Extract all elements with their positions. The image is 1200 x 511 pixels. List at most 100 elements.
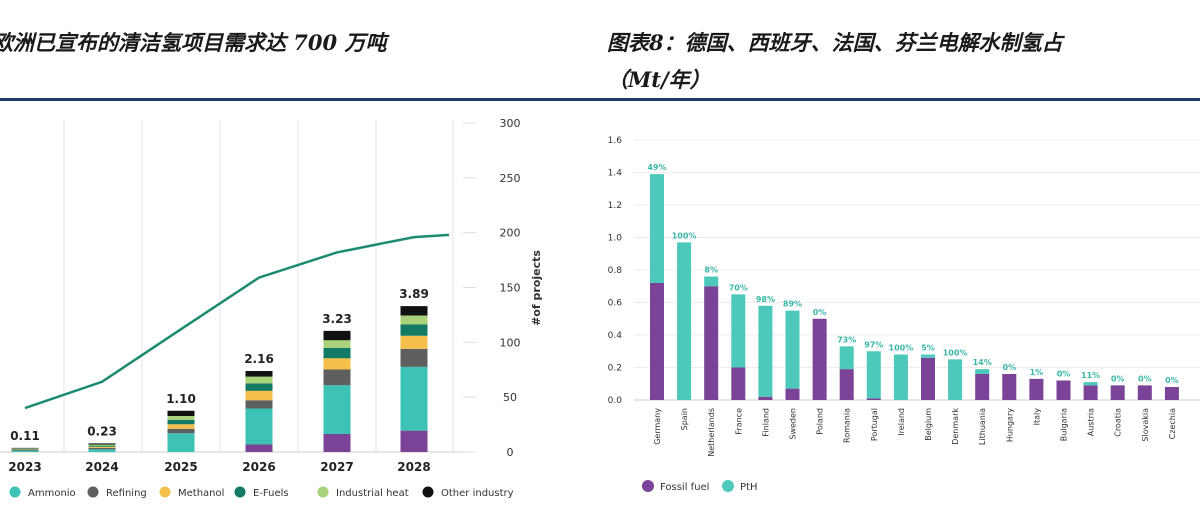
bar-segment-methanol (88, 446, 116, 448)
legend-marker (9, 486, 21, 498)
legend-marker (87, 486, 99, 498)
right-axis-tick: 300 (500, 117, 521, 130)
bar-fossil-fuel (1083, 385, 1098, 400)
bar-segment-refining (245, 400, 273, 409)
pct-label: 98% (756, 295, 775, 304)
pct-label: 0% (1003, 363, 1017, 372)
bar-fossil-fuel (866, 398, 881, 400)
pct-label: 8% (704, 266, 718, 275)
bar-segment-other-industry (323, 330, 351, 341)
bar-fossil-fuel (921, 357, 935, 400)
bar-segment-e-fuels (88, 445, 116, 447)
bar-pth (866, 351, 881, 399)
x-tick-label: Croatia (1114, 408, 1123, 437)
bar-segment-industrial-heat (167, 416, 195, 420)
x-tick-label: 2023 (8, 460, 41, 474)
bar-segment-refining (323, 369, 351, 386)
bar-segment-e-fuels (245, 383, 273, 391)
right-axis-tick: 0 (507, 446, 514, 459)
x-tick-label: Romania (843, 408, 852, 443)
bar-pth (1083, 382, 1098, 386)
pct-label: 5% (921, 344, 935, 353)
bar-segment-e-fuels (167, 419, 195, 425)
x-tick-label: Poland (816, 408, 825, 435)
legend-label: PtH (740, 482, 757, 493)
legend-label: Methanol (178, 488, 224, 499)
bar-segment-fossil-fuel (400, 430, 428, 452)
bar-pth (731, 294, 746, 368)
pct-label: 0% (1057, 370, 1071, 379)
bar-segment-ammonia (11, 450, 39, 452)
y-tick-label: 0.0 (608, 396, 623, 406)
x-tick-label: Germany (653, 408, 662, 445)
x-tick-label: Portugal (870, 408, 879, 441)
pct-label: 0% (1165, 376, 1179, 385)
bar-fossil-fuel (812, 318, 827, 400)
x-tick-label: Czechia (1168, 408, 1177, 439)
bar-segment-industrial-heat (88, 444, 116, 446)
bar-segment-ammonia (88, 449, 116, 452)
legend-marker (159, 486, 171, 498)
bar-pth (921, 354, 935, 358)
bar-segment-e-fuels (400, 324, 428, 336)
x-tick-label: Belgium (924, 408, 933, 441)
legend-marker (642, 480, 654, 492)
bar-total-label: 2.16 (244, 352, 274, 366)
projects-line (24, 233, 450, 410)
bar-segment-refining (400, 348, 428, 367)
right-axis-tick: 150 (500, 282, 521, 295)
pct-label: 100% (943, 348, 968, 357)
pct-label: 100% (889, 344, 914, 353)
x-tick-label: Italy (1032, 408, 1041, 426)
bar-segment-other-industry (88, 443, 116, 445)
bar-pth (704, 276, 719, 287)
bar-segment-ammonia (323, 385, 351, 434)
x-tick-label: Sweden (789, 408, 798, 440)
bar-pth (975, 369, 990, 374)
y-tick-label: 0.6 (608, 299, 623, 309)
bar-pth (677, 242, 692, 400)
right-axis-label: #of projects (530, 250, 543, 326)
bar-total-label: 3.23 (322, 312, 352, 326)
y-tick-label: 1.0 (608, 234, 623, 244)
bar-pth (758, 305, 773, 397)
bar-segment-other-industry (245, 371, 273, 377)
legend-marker (722, 480, 734, 492)
x-tick-label: Spain (680, 408, 689, 430)
bar-fossil-fuel (731, 367, 746, 400)
bar-pth (785, 310, 800, 389)
y-tick-label: 0.4 (608, 331, 623, 341)
x-tick-label: 2026 (242, 460, 275, 474)
legend-label: E-Fuels (253, 488, 289, 499)
pct-label: 49% (647, 163, 666, 172)
right-axis-tick: 50 (503, 391, 517, 404)
bar-pth (650, 174, 664, 283)
x-tick-label: Lithuania (978, 408, 987, 445)
pct-label: 70% (729, 283, 748, 292)
bar-total-label: 3.89 (399, 287, 429, 301)
bar-fossil-fuel (1164, 387, 1179, 400)
bar-total-label: 0.23 (87, 424, 117, 438)
right-axis-tick: 200 (500, 227, 521, 240)
x-tick-label: Slovakia (1141, 408, 1150, 442)
bar-pth (893, 354, 908, 400)
bar-segment-industrial-heat (323, 340, 351, 348)
bar-total-label: 0.11 (10, 429, 40, 443)
bar-fossil-fuel (1137, 385, 1152, 400)
y-tick-label: 1.2 (608, 201, 622, 211)
bar-fossil-fuel (1110, 385, 1125, 400)
bar-fossil-fuel (1002, 374, 1017, 400)
x-tick-label: Netherlands (707, 408, 716, 457)
x-tick-label: Hungary (1005, 408, 1014, 442)
pct-label: 0% (1138, 374, 1152, 383)
pct-label: 1% (1030, 368, 1044, 377)
legend-marker (317, 486, 329, 498)
bar-fossil-fuel (785, 388, 800, 400)
bar-segment-industrial-heat (245, 376, 273, 384)
bar-pth (948, 359, 963, 400)
pct-label: 14% (973, 358, 992, 367)
legend-marker (422, 486, 434, 498)
bar-segment-other-industry (167, 410, 195, 416)
legend-label: Refining (106, 488, 147, 499)
